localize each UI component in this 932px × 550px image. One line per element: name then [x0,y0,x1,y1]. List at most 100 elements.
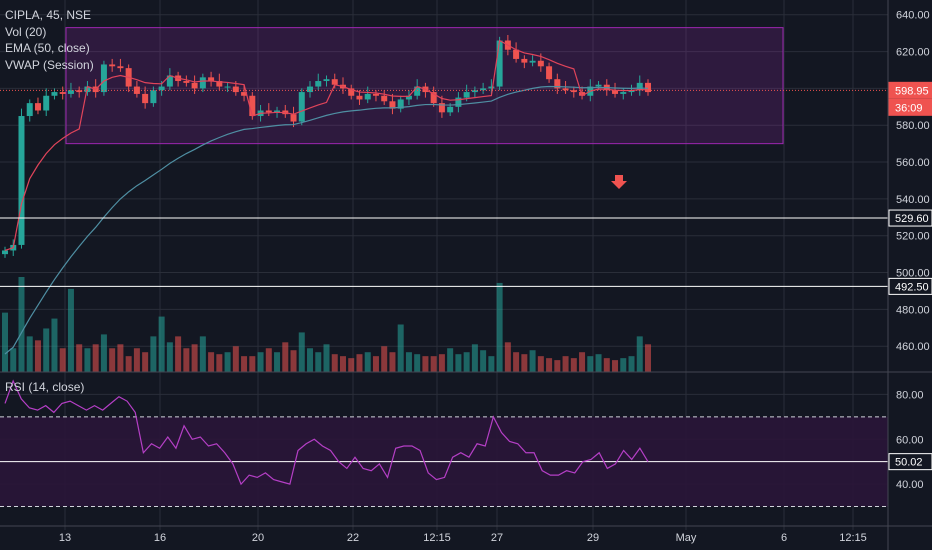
candle-body [100,64,107,93]
volume-bar [175,336,182,372]
volume-bar [430,356,437,372]
volume-bar [241,356,248,372]
candle-body [199,77,206,89]
legend-vwap[interactable]: VWAP (Session) [5,57,94,72]
candle-body [307,86,314,93]
volume-bar [249,356,256,372]
volume-bar [307,348,314,372]
candle-body [274,110,281,113]
volume-bar [628,356,635,372]
price-tag-box [888,453,932,471]
volume-bar [554,360,561,372]
volume-bar [257,352,264,372]
price-tick-label: 500.00 [896,268,930,280]
volume-bar [298,332,305,372]
volume-bar [142,352,149,372]
candle-body [438,103,445,113]
rsi-line [4,379,649,486]
candle-body [166,75,173,87]
volume-bar [488,356,495,372]
candle-body [323,79,330,82]
rsi-plot [0,379,888,508]
ema-line [4,85,649,355]
legend-symbol[interactable]: CIPLA, 45, NSE [5,8,92,22]
price-tick-label: 540.00 [896,194,930,206]
candle-body [290,114,297,122]
candle-body [67,90,74,94]
candle-body [636,82,643,91]
volume-bar [579,352,586,372]
candle-body [224,86,231,88]
candle-body [183,81,190,83]
volume-bar [636,336,643,372]
time-axis[interactable]: 13 16 20 22 12:15 27 29 May 6 12:15 [59,532,867,544]
volume-bar [463,352,470,372]
volume-bar [645,344,651,372]
horizontal-levels[interactable] [0,217,888,287]
rsi-tick-label: 40.00 [896,479,924,491]
volume-bar [51,318,58,372]
volume-bar [513,352,520,372]
volume-bar [480,350,487,372]
volume-bar [282,342,289,372]
volume-bar [364,352,371,372]
legend-volume[interactable]: Vol (20) [5,24,47,39]
candle-body [34,103,41,111]
volume-bar [84,348,91,372]
volume-bar [438,354,445,372]
volume-bar [290,350,297,372]
volume-bar [274,352,281,372]
time-tick-label: May [676,532,697,544]
candle-body [315,81,322,87]
volume-bar [455,354,462,372]
candle-body [496,40,503,87]
volume-bar [18,277,25,372]
volume-bar [595,354,602,372]
price-tag-label: 529.60 [895,213,929,225]
volume-bar [348,358,355,372]
volume-bar [381,346,388,372]
volume-bar [191,344,198,372]
volume-bar [158,316,165,372]
rsi-legend[interactable]: RSI (14, close) [5,380,85,394]
time-tick-label: 16 [154,532,166,544]
candle-body [348,88,355,96]
time-tick-label: 6 [781,532,787,544]
volume-bar [232,346,239,372]
price-tick-label: 460.00 [896,341,930,353]
volume-bar [43,328,50,372]
candle-body [265,110,272,113]
volume-bar [397,324,404,372]
volume-bar [323,344,330,372]
price-tag-box [888,81,932,99]
volume-bar [59,348,66,372]
volume-bar [183,348,190,372]
candle-body [364,93,371,100]
time-tick-label: 13 [59,532,71,544]
price-tag-box [888,98,932,116]
legend-ema[interactable]: EMA (50, close) [5,41,90,55]
candle-body [133,86,140,94]
volume-bar [612,360,619,372]
vwap-line [4,39,649,252]
volume-bar [620,358,627,372]
rsi-tick-label: 80.00 [896,389,924,401]
candle-body [480,88,487,91]
volume-bar [603,358,610,372]
candle-body [117,66,124,69]
candle-body [191,82,198,89]
volume-bar [166,342,173,372]
candle-body [463,92,470,98]
volume-bar [125,356,132,372]
range-box[interactable] [65,27,784,145]
candle-body [109,64,116,67]
candle-body [51,92,58,96]
candle-body [356,95,363,100]
volume-bar [471,344,478,372]
time-tick-label: 29 [587,532,599,544]
candle-body [537,60,544,67]
candle-body [18,116,25,245]
volume-bar [537,356,544,372]
